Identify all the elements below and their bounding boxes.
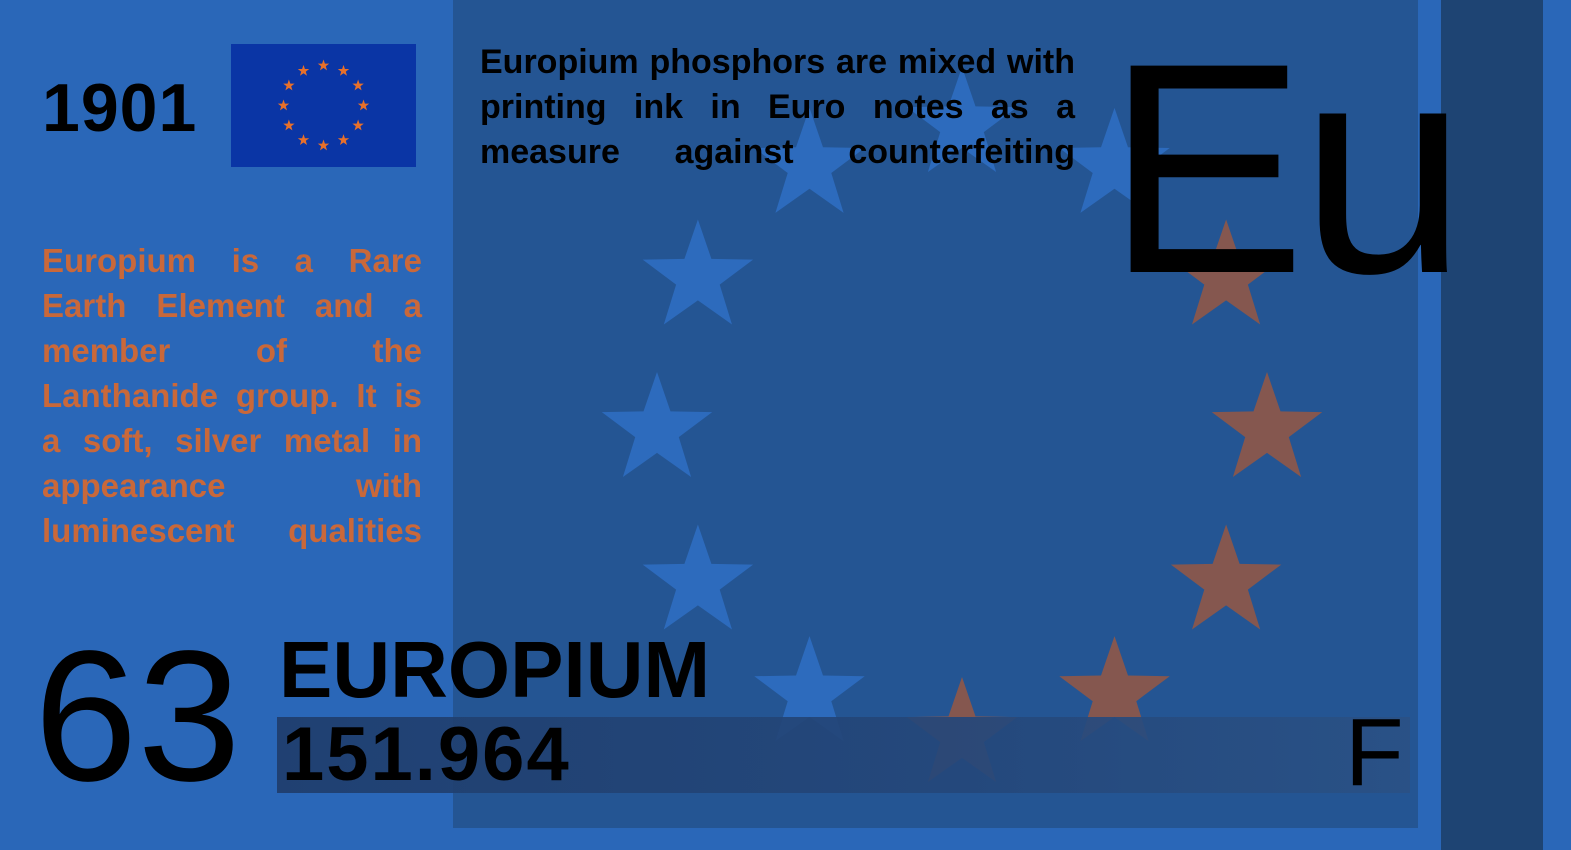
atomic-number: 63 [34, 613, 241, 820]
flag-star-icon [352, 79, 364, 91]
flag-star-icon [297, 134, 310, 145]
euro-note-fact: Europium phosphors are mixed with printi… [480, 43, 1075, 171]
watermark-star-icon [1211, 372, 1323, 477]
flag-star-icon [283, 79, 295, 91]
element-name: EUROPIUM [279, 625, 711, 714]
flag-star-icon [317, 139, 330, 151]
flag-star-icon [337, 134, 350, 145]
watermark-star-icon [1170, 524, 1282, 630]
flag-star-icon [283, 119, 295, 131]
discovery-year: 1901 [42, 70, 198, 146]
atomic-mass: 151.964 [282, 712, 571, 797]
flag-star-icon [357, 99, 370, 111]
flag-star-icon [337, 64, 350, 76]
element-symbol: Eu [1106, 0, 1467, 336]
eu-flag-icon [231, 44, 416, 167]
watermark-star-icon [642, 524, 754, 630]
flag-star-icon [277, 99, 290, 111]
watermark-star-icon [601, 372, 713, 477]
atomic-mass-bar [277, 717, 1410, 793]
flag-star-icon [297, 64, 310, 76]
watermark-star-icon [642, 219, 754, 325]
edge-stripe [1441, 0, 1543, 850]
flag-star-icon [317, 59, 330, 71]
element-description: Europium is a Rare Earth Element and a m… [42, 242, 422, 549]
flag-star-icon [352, 119, 364, 131]
grade-letter: F [1345, 699, 1404, 806]
